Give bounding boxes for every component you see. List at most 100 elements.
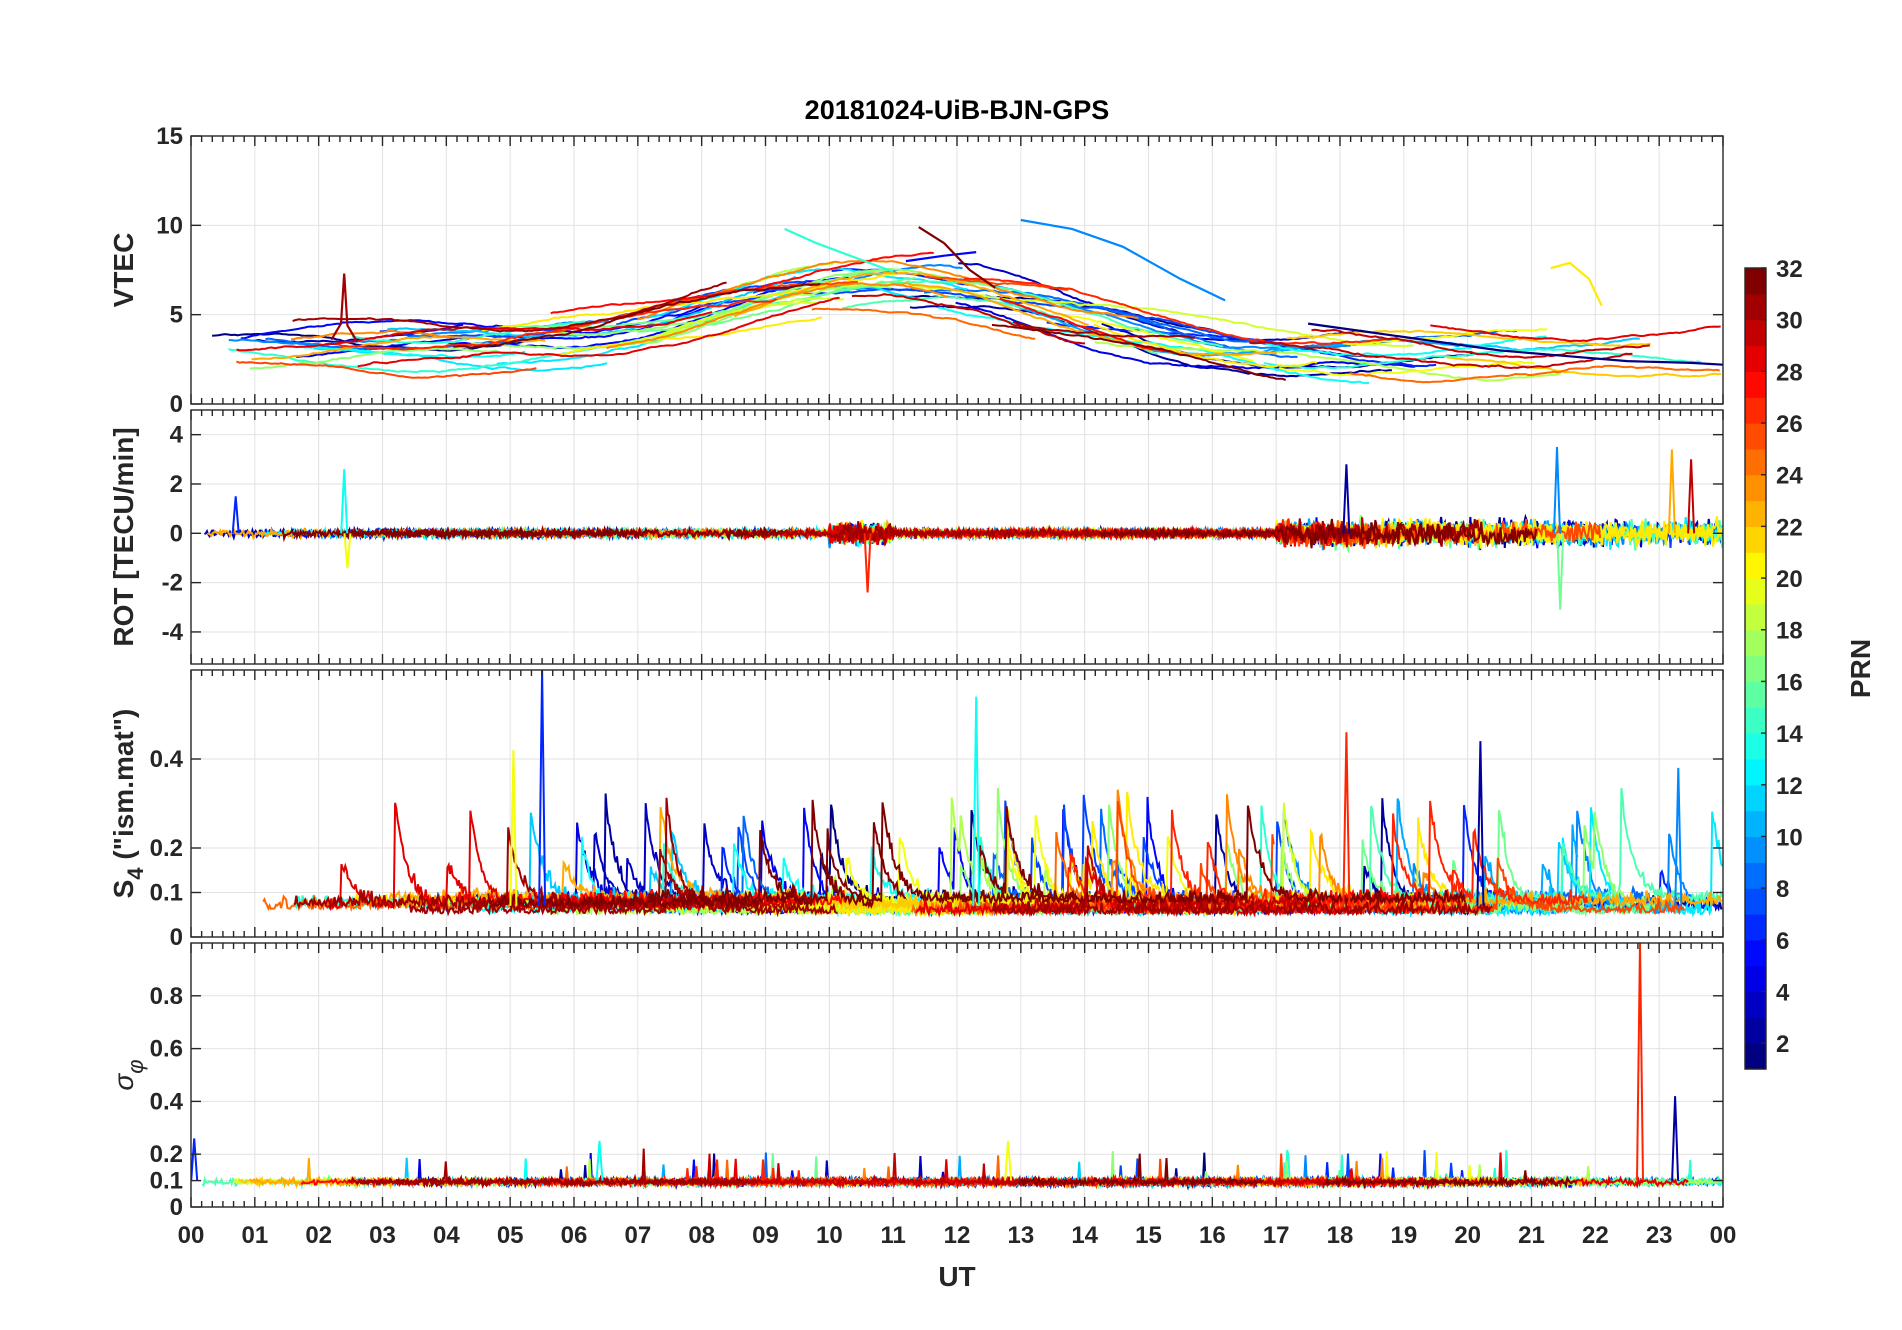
y-tick-label: 10 (156, 212, 183, 239)
colorbar-segment (1745, 758, 1766, 786)
colorbar-tick-label: 14 (1776, 721, 1803, 748)
colorbar-tick-label: 10 (1776, 824, 1803, 851)
colorbar-segment (1745, 629, 1766, 657)
series-line-prn-13 (288, 345, 526, 359)
series-group (204, 446, 1723, 610)
colorbar-segment (1745, 397, 1766, 424)
y-tick-label: 0 (170, 520, 183, 547)
series-line-prn-15 (1425, 787, 1723, 905)
series-line-prn-32 (1017, 1153, 1263, 1189)
y-tick-label: 4 (170, 422, 184, 449)
colorbar-tick-label: 6 (1776, 928, 1789, 955)
y-tick-label: 0.8 (150, 983, 183, 1010)
x-tick-label: 00 (178, 1222, 205, 1249)
series-line-prn-32 (961, 805, 1466, 907)
series-peak (1687, 459, 1696, 534)
series-line-prn-19 (615, 301, 820, 350)
series-peak (340, 469, 349, 534)
series-line-prn-32 (1098, 518, 1538, 549)
series-line-prn-32 (648, 802, 1078, 906)
series-line-prn-24 (606, 282, 949, 350)
series-peak (1342, 732, 1351, 906)
y-tick-label: 0.1 (150, 880, 183, 907)
colorbar-tick-label: 24 (1776, 463, 1803, 490)
x-tick-label: 18 (1327, 1222, 1354, 1249)
series-line-prn-30 (1311, 328, 1650, 359)
series-peak (1553, 446, 1561, 534)
series-line-prn-13 (1265, 335, 1547, 357)
colorbar-tick-label: 4 (1776, 979, 1790, 1006)
colorbar-tick-label: 8 (1776, 876, 1789, 903)
y-tick-label: 0 (170, 1194, 183, 1221)
y-tick-label: 0.2 (150, 1141, 183, 1168)
series-peak (509, 750, 518, 906)
series-line-prn-32 (336, 526, 783, 542)
y-tick-label: 0.4 (150, 746, 184, 773)
colorbar-segment (1745, 448, 1766, 476)
x-tick-label: 19 (1390, 1222, 1417, 1249)
x-tick-label: 06 (561, 1222, 588, 1249)
series-line-prn-14 (784, 227, 894, 273)
y-tick-label: 0.4 (150, 1088, 184, 1115)
y-axis-label-vtec: VTEC (108, 233, 139, 308)
series-line-prn-12 (647, 267, 968, 319)
colorbar-segment (1745, 836, 1766, 863)
series-peak (1674, 767, 1683, 906)
y-tick-label: 2 (170, 471, 183, 498)
y-tick-label: 0.6 (150, 1036, 183, 1063)
x-tick-label: 04 (433, 1222, 460, 1249)
y-axis-label-sigma_phi: σφ (108, 1059, 148, 1090)
colorbar-segment (1745, 862, 1766, 889)
series-line-prn-26 (236, 360, 537, 379)
series-line-prn-29 (236, 311, 713, 352)
y-tick-label: 0.1 (150, 1168, 183, 1195)
series-line-prn-22 (1446, 356, 1722, 378)
colorbar-tick-label: 30 (1776, 308, 1803, 335)
colorbar-segment (1745, 810, 1766, 838)
colorbar-segment (1745, 707, 1766, 734)
x-tick-label: 00 (1710, 1222, 1737, 1249)
colorbar-segment (1745, 655, 1766, 683)
panel-rot: -4 -2 0 2 4 ROT [TECU/min] (108, 409, 1724, 665)
series-line-prn-31 (293, 827, 718, 910)
colorbar-tick-label: 18 (1776, 618, 1803, 645)
series-line-prn-3 (958, 262, 1364, 342)
panel-vtec: 0 5 10 15 VTEC (108, 123, 1724, 418)
x-tick-label: 05 (497, 1222, 524, 1249)
series-line-prn-21 (557, 316, 823, 356)
x-tick-label: 20 (1454, 1222, 1481, 1249)
colorbar-segment (1745, 345, 1766, 372)
x-tick-label: 21 (1518, 1222, 1545, 1249)
x-tick-label: 07 (624, 1222, 651, 1249)
series-line-prn-29 (1430, 324, 1721, 343)
x-tick-label: 16 (1199, 1222, 1226, 1249)
y-axis-label-s4: S4 ("ism.mat") (108, 709, 148, 899)
x-tick-label: 01 (241, 1222, 268, 1249)
series-line-prn-32 (1323, 1170, 1577, 1190)
colorbar-segment (1745, 965, 1766, 993)
x-tick-label: 09 (752, 1222, 779, 1249)
colorbar-tick-label: 32 (1776, 256, 1803, 283)
series-line-prn-31 (292, 281, 727, 333)
x-axis: 00 01 02 03 04 05 06 07 08 09 10 11 12 13 14 15 16 17 18 19… (178, 1222, 1737, 1249)
colorbar-segment (1745, 991, 1766, 1018)
colorbar-segment (1745, 1043, 1766, 1070)
y-tick-label: 0 (170, 391, 183, 418)
series-peak (1004, 1140, 1013, 1181)
colorbar-segment (1745, 319, 1766, 347)
series-line-prn-9 (1020, 218, 1226, 302)
colorbar-tick-label: 12 (1776, 773, 1803, 800)
series-line-prn-26 (924, 275, 1069, 291)
series-line-prn-21 (1093, 323, 1318, 368)
x-tick-label: 14 (1071, 1222, 1098, 1249)
colorbar-segment (1745, 526, 1766, 553)
series-peak (1476, 741, 1485, 906)
series-group (212, 218, 1723, 385)
colorbar-tick-label: 22 (1776, 514, 1803, 541)
colorbar-segment (1745, 603, 1766, 631)
series-line-prn-12 (313, 347, 608, 372)
colorbar-segment (1745, 913, 1766, 941)
colorbar-segment (1745, 293, 1766, 321)
